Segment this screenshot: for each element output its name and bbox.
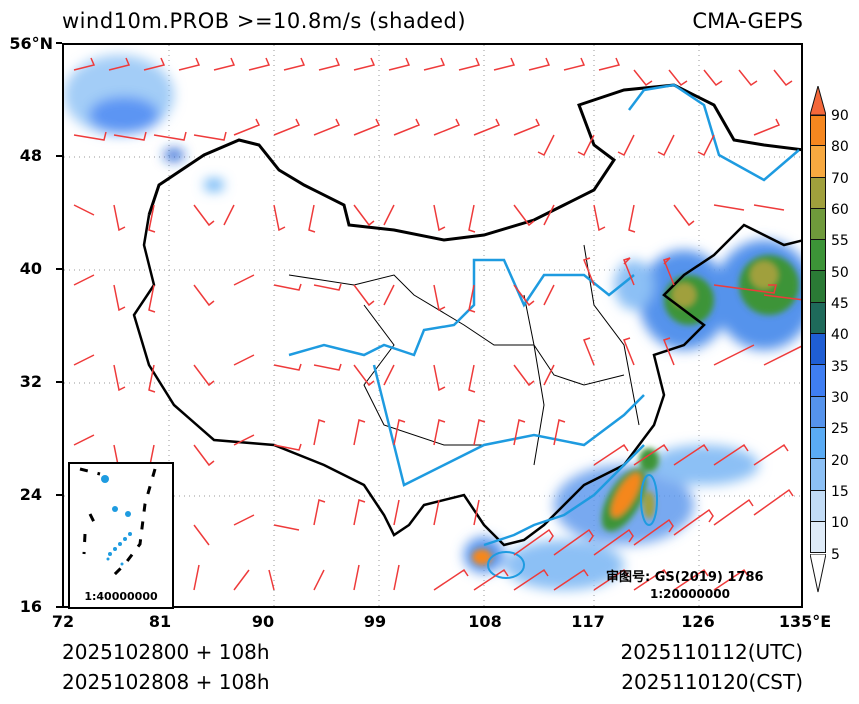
init-time-cst: 2025102808 + 108h (62, 670, 270, 694)
colorbar-bin (810, 334, 826, 366)
x-tick-108: 108 (468, 612, 502, 631)
colorbar-label: 50 (831, 265, 849, 281)
colorbar-label: 5 (831, 547, 840, 563)
colorbar-bin (810, 146, 826, 178)
map-plot-area (62, 43, 803, 608)
colorbar-label: 30 (831, 390, 849, 406)
valid-time-utc: 2025110112(UTC) (620, 640, 804, 664)
colorbar-label: 70 (831, 171, 849, 187)
colorbar-label: 20 (831, 453, 849, 469)
map-scale: 1:20000000 (650, 587, 730, 601)
y-tick-32: 32 (19, 372, 42, 391)
y-tick-24: 24 (19, 485, 42, 504)
x-tick-135: 135°E (778, 612, 832, 631)
colorbar-label: 35 (831, 359, 849, 375)
colorbar-label: 40 (831, 327, 849, 343)
inset-map (79, 467, 157, 581)
y-tick-48: 48 (19, 146, 42, 165)
colorbar-label: 55 (831, 233, 849, 249)
colorbar-bin (810, 459, 826, 491)
y-tickmark (56, 155, 62, 157)
colorbar-label: 25 (831, 421, 849, 437)
x-tick-72: 72 (51, 612, 75, 631)
valid-time-cst: 2025110120(CST) (621, 670, 803, 694)
colorbar-bin (810, 208, 826, 241)
colorbar-bin (810, 396, 826, 428)
colorbar-label: 80 (831, 139, 849, 155)
map-approval-number: 审图号: GS(2019) 1786 (606, 570, 764, 585)
rivers (288, 83, 800, 579)
map-canvas (64, 45, 801, 606)
colorbar-bottom-arrow (810, 554, 826, 593)
colorbar-bin (810, 427, 826, 460)
colorbar-top-arrow (810, 86, 826, 116)
chart-title: wind10m.PROB >=10.8m/s (shaded) (62, 9, 467, 33)
model-name: CMA-GEPS (692, 9, 803, 33)
x-tick-99: 99 (363, 612, 387, 631)
y-tickmark (56, 268, 62, 270)
x-tick-90: 90 (251, 612, 275, 631)
colorbar-bin (810, 177, 826, 209)
colorbar-bin (810, 115, 826, 147)
y-tick-16: 16 (19, 597, 42, 616)
colorbar-label: 15 (831, 484, 849, 500)
colorbar (810, 115, 826, 554)
inset-scale: 1:40000000 (84, 590, 158, 603)
colorbar-label: 10 (831, 515, 849, 531)
y-tick-56: 56°N (9, 34, 53, 53)
y-tickmark (56, 494, 62, 496)
probability-shading (64, 55, 801, 590)
y-tick-40: 40 (19, 259, 42, 278)
colorbar-bin (810, 302, 826, 335)
colorbar-label: 45 (831, 296, 849, 312)
x-tick-81: 81 (148, 612, 172, 631)
colorbar-label: 90 (831, 108, 849, 124)
south-china-sea-inset: 1:40000000 (68, 462, 174, 609)
x-tick-117: 117 (571, 612, 605, 631)
x-tick-126: 126 (681, 612, 715, 631)
colorbar-bin (810, 521, 826, 554)
y-tickmark (56, 42, 62, 44)
colorbar-bin (810, 490, 826, 522)
colorbar-bin (810, 365, 826, 397)
init-time-utc: 2025102800 + 108h (62, 640, 270, 664)
colorbar-bin (810, 240, 826, 272)
y-tickmark (56, 606, 62, 608)
colorbar-label: 60 (831, 202, 849, 218)
colorbar-bin (810, 271, 826, 303)
y-tickmark (56, 381, 62, 383)
